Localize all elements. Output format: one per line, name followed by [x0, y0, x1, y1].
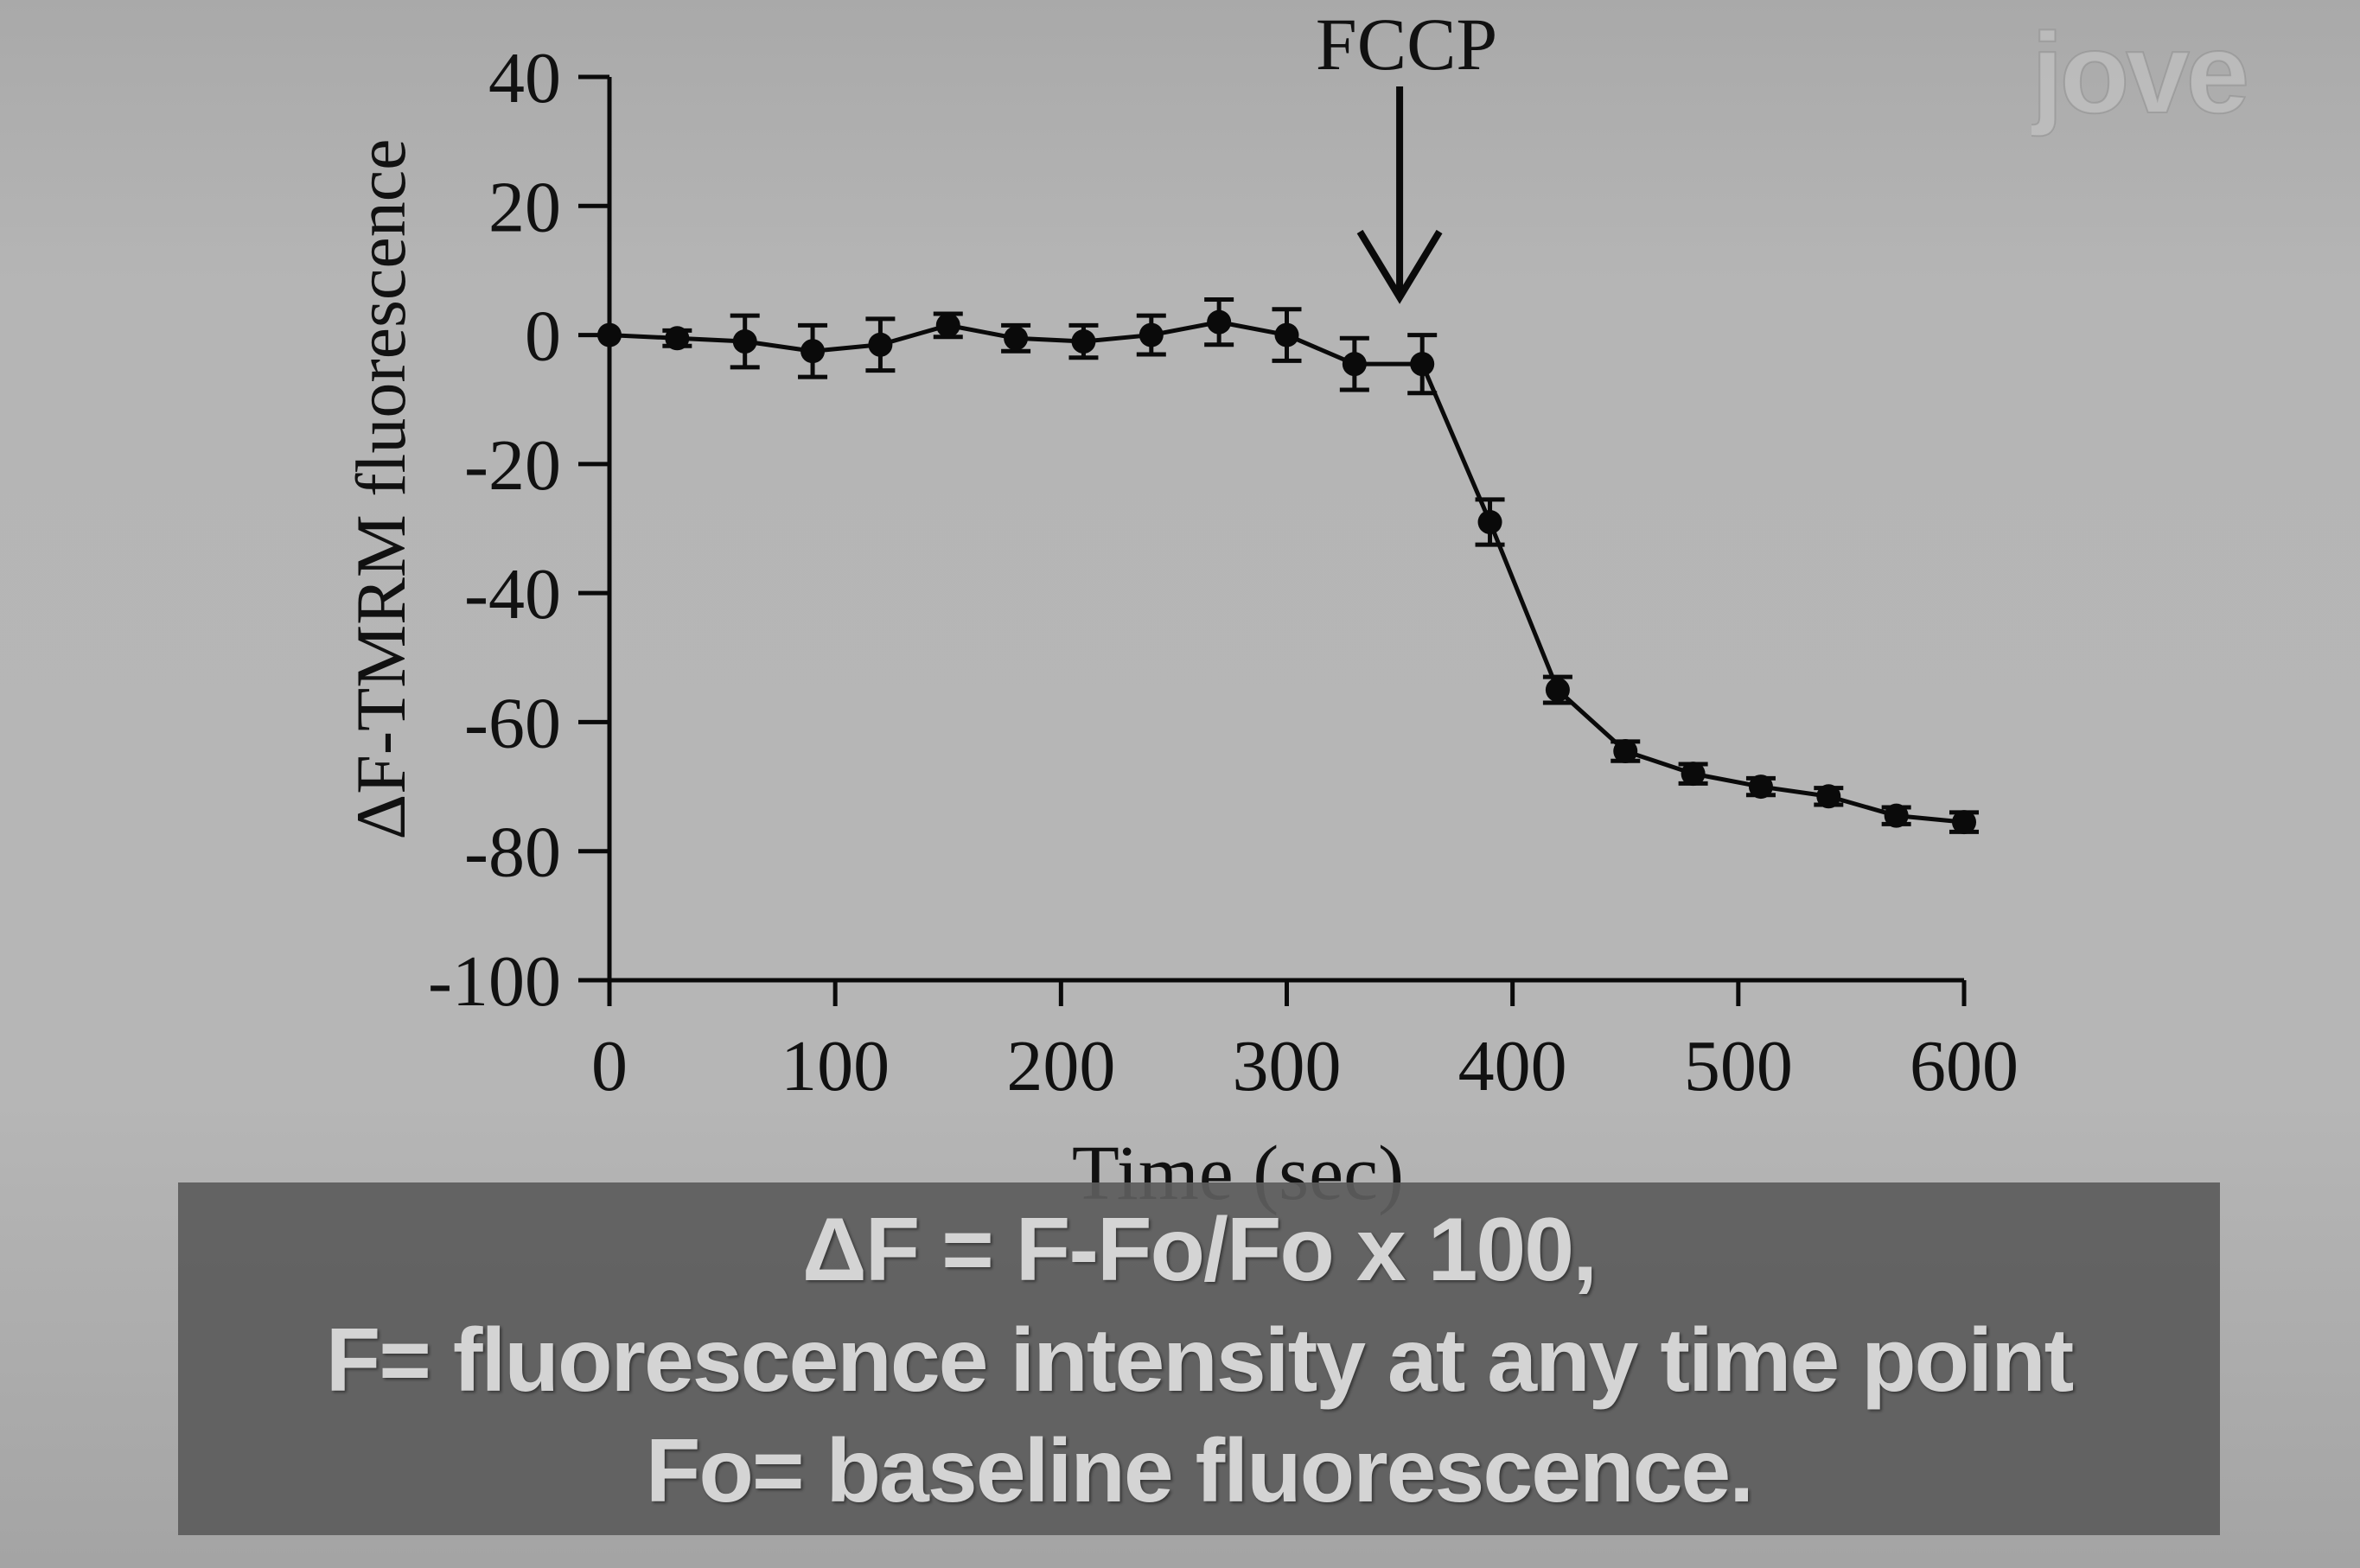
y-tick-label: -100	[428, 941, 561, 1022]
data-point	[800, 339, 826, 364]
y-tick-label: 40	[488, 38, 561, 118]
y-tick-label: 0	[525, 296, 561, 377]
caption-line-3: Fo= baseline fluorescence.	[645, 1421, 1754, 1521]
chart-axes	[607, 77, 1964, 983]
x-tick-label: 100	[781, 1026, 890, 1106]
caption-line-1: ΔF = F-Fo/Fo x 100,	[801, 1200, 1598, 1300]
data-point	[1748, 774, 1773, 800]
data-point	[1139, 322, 1164, 347]
x-tick-label: 500	[1684, 1026, 1793, 1106]
data-point	[732, 329, 757, 354]
fccp-arrow-head	[1356, 229, 1443, 304]
data-point	[868, 332, 893, 357]
x-tick-label: 600	[1910, 1026, 2019, 1106]
data-point	[1681, 762, 1706, 787]
y-tick-label: -80	[464, 813, 561, 893]
data-point	[1410, 352, 1435, 377]
x-tick-label: 0	[591, 1026, 628, 1106]
caption-overlay: ΔF = F-Fo/Fo x 100, F= fluorescence inte…	[178, 1182, 2220, 1535]
data-point	[1207, 309, 1232, 335]
data-point	[1884, 803, 1909, 828]
x-ticks: 0 100 200 300 400 500 600	[591, 980, 2019, 1106]
y-ticks: 40 20 0 -20 -40 -60 -80 -100	[428, 38, 609, 1022]
data-point	[1071, 329, 1096, 354]
data-points	[597, 309, 1976, 835]
fccp-label: FCCP	[1316, 3, 1497, 86]
y-tick-label: -40	[464, 554, 561, 634]
data-point	[1952, 810, 1976, 835]
jove-logo: jove	[2032, 16, 2250, 137]
error-bars	[662, 297, 1979, 834]
data-point	[1613, 739, 1638, 764]
caption-line-2: F= fluorescence intensity at any time po…	[325, 1310, 2075, 1411]
data-point	[597, 322, 622, 347]
data-point	[1004, 326, 1029, 351]
data-point	[935, 313, 960, 338]
annotations: FCCP	[1316, 3, 1497, 304]
y-axis-label: ΔF-TMRM fluorescence	[341, 138, 420, 839]
data-point	[1342, 352, 1367, 377]
data-point	[1816, 784, 1841, 809]
x-tick-label: 400	[1458, 1026, 1567, 1106]
data-point	[1274, 322, 1299, 347]
series-line	[609, 320, 1965, 825]
x-tick-label: 200	[1006, 1026, 1115, 1106]
series-path	[609, 320, 1965, 825]
y-tick-label: 20	[488, 167, 561, 247]
svg-text:jove: jove	[2032, 16, 2246, 137]
data-point	[1477, 510, 1502, 535]
data-point	[665, 326, 690, 351]
data-point	[1545, 678, 1570, 703]
y-tick-label: -60	[464, 683, 561, 763]
y-tick-label: -20	[464, 425, 561, 506]
x-tick-label: 300	[1233, 1026, 1342, 1106]
